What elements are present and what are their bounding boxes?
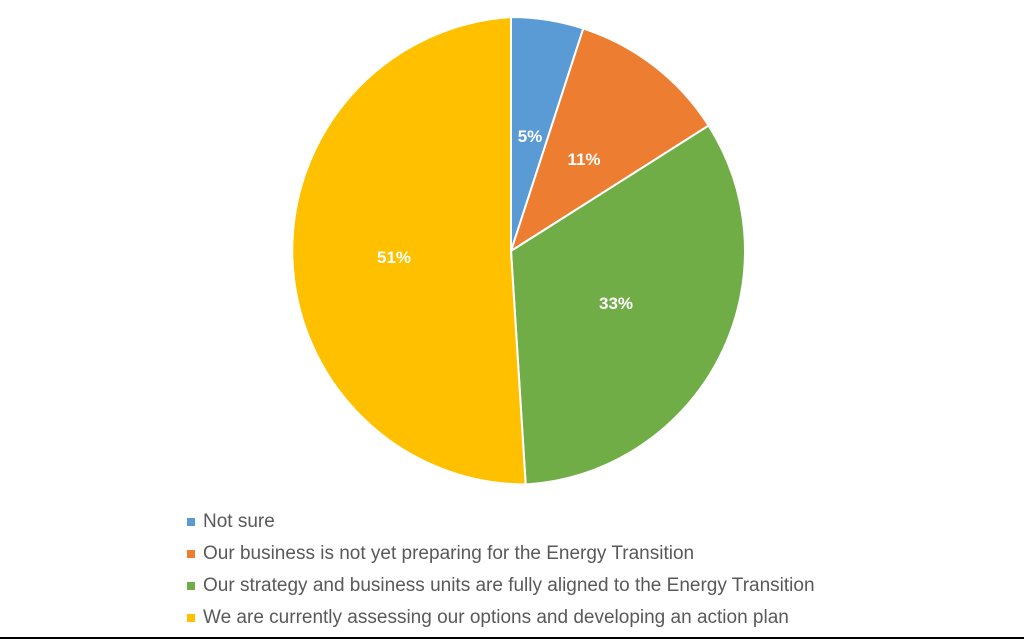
- legend-label: Our strategy and business units are full…: [203, 575, 815, 596]
- slice-not-yet-preparing[interactable]: [510, 27, 710, 252]
- legend-item-not-sure[interactable]: Not sure: [187, 506, 815, 538]
- legend-swatch-green-icon: [187, 582, 195, 590]
- slice-fully-aligned[interactable]: [510, 124, 746, 486]
- legend-swatch-blue-icon: [187, 518, 195, 526]
- legend-label: We are currently assessing our options a…: [203, 607, 789, 628]
- legend-item-fully-aligned[interactable]: Our strategy and business units are full…: [187, 570, 815, 602]
- slice-label-not-yet-preparing: 11%: [567, 150, 600, 169]
- bottom-divider: [0, 637, 1024, 639]
- legend-item-not-yet-preparing[interactable]: Our business is not yet preparing for th…: [187, 538, 815, 570]
- legend-label: Not sure: [203, 511, 275, 532]
- slice-label-fully-aligned: 33%: [599, 294, 633, 313]
- legend-swatch-yellow-icon: [187, 614, 195, 622]
- slice-label-not-sure: 5%: [518, 127, 543, 146]
- chart-legend: Not sure Our business is not yet prepari…: [187, 506, 815, 634]
- legend-swatch-orange-icon: [187, 550, 195, 558]
- slice-assessing-options[interactable]: [291, 16, 527, 486]
- legend-item-assessing-options[interactable]: We are currently assessing our options a…: [187, 602, 815, 634]
- slice-label-assessing-options: 51%: [377, 248, 411, 267]
- legend-label: Our business is not yet preparing for th…: [203, 543, 695, 564]
